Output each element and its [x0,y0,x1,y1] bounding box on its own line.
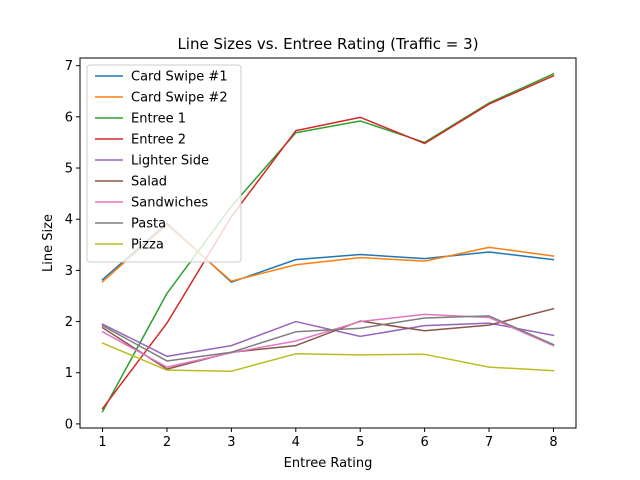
legend-label: Entree 2 [131,133,186,148]
legend-label: Pizza [131,238,164,253]
legend: Card Swipe #1 Card Swipe #2 Entree 1 Entree… [86,64,242,263]
y-tick-label: 3 [65,264,73,279]
x-tick-label: 1 [98,435,106,450]
x-axis-ticks: 1 2 3 4 5 6 7 8 [98,428,558,450]
y-tick-label: 7 [65,59,73,74]
legend-label: Card Swipe #1 [131,70,228,85]
y-tick-label: 4 [65,213,73,228]
y-axis-ticks: 0 1 2 3 4 5 6 7 [65,59,80,432]
legend-label: Card Swipe #2 [131,91,228,106]
series-line-7 [101,315,555,362]
legend-label: Sandwiches [131,196,208,211]
y-tick-label: 1 [65,366,73,381]
series-line-8 [101,342,555,372]
x-tick-label: 4 [292,435,300,450]
plot-frame [79,57,577,429]
legend-label: Pasta [131,217,166,232]
x-tick-label: 8 [549,435,557,450]
x-tick-label: 7 [485,435,493,450]
series-line-5 [101,307,555,370]
legend-label: Salad [131,175,167,190]
legend-label: Entree 1 [131,112,186,127]
x-tick-label: 3 [227,435,235,450]
series-line-2 [101,72,555,413]
x-tick-label: 6 [420,435,428,450]
y-tick-label: 6 [65,110,73,125]
y-axis-label: Line Size [41,214,56,272]
chart-title: Line Sizes vs. Entree Rating (Traffic = … [177,35,478,53]
y-tick-label: 5 [65,162,73,177]
x-axis-label: Entree Rating [284,456,373,471]
series-line-6 [101,313,555,368]
series-line-3 [101,74,555,410]
series-line-4 [101,320,555,358]
x-tick-label: 2 [163,435,171,450]
y-tick-label: 2 [65,315,73,330]
legend-box [86,64,242,263]
x-tick-label: 5 [356,435,364,450]
legend-label: Lighter Side [131,154,209,169]
y-tick-label: 0 [65,417,73,432]
